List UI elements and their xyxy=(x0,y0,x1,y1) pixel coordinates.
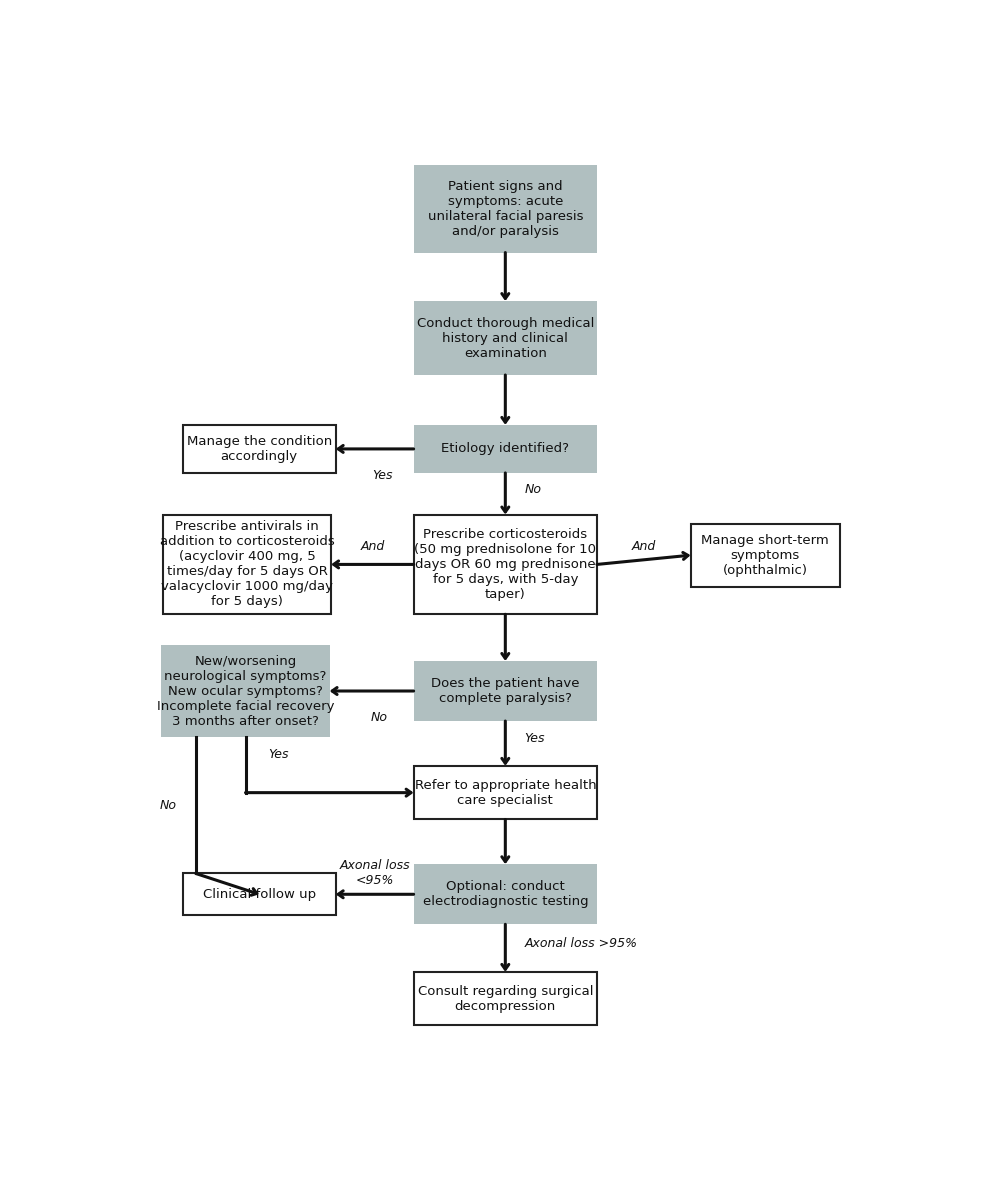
Text: Manage the condition
accordingly: Manage the condition accordingly xyxy=(186,434,332,463)
Text: Axonal loss
<95%: Axonal loss <95% xyxy=(339,859,410,887)
Bar xyxy=(163,515,331,614)
Text: New/worsening
neurological symptoms?
New ocular symptoms?
Incomplete facial reco: New/worsening neurological symptoms? New… xyxy=(157,654,334,727)
Bar xyxy=(182,425,335,473)
Text: Refer to appropriate health
care specialist: Refer to appropriate health care special… xyxy=(414,779,597,806)
Text: Manage short-term
symptoms
(ophthalmic): Manage short-term symptoms (ophthalmic) xyxy=(701,534,829,577)
Text: And: And xyxy=(360,540,385,553)
Bar xyxy=(182,874,335,916)
Text: Optional: conduct
electrodiagnostic testing: Optional: conduct electrodiagnostic test… xyxy=(423,881,588,908)
Text: Prescribe antivirals in
addition to corticosteroids
(acyclovir 400 mg, 5
times/d: Prescribe antivirals in addition to cort… xyxy=(160,521,334,608)
Text: Does the patient have
complete paralysis?: Does the patient have complete paralysis… xyxy=(431,677,580,706)
Text: And: And xyxy=(632,540,656,553)
Text: Prescribe corticosteroids
(50 mg prednisolone for 10
days OR 60 mg prednisone
fo: Prescribe corticosteroids (50 mg prednis… xyxy=(414,528,597,601)
Text: No: No xyxy=(160,799,176,812)
Bar xyxy=(414,864,598,924)
Text: Yes: Yes xyxy=(372,469,392,482)
Text: Patient signs and
symptoms: acute
unilateral facial paresis
and/or paralysis: Patient signs and symptoms: acute unilat… xyxy=(428,180,583,238)
Text: Etiology identified?: Etiology identified? xyxy=(442,443,569,456)
Text: No: No xyxy=(525,482,541,496)
Text: Clinical follow up: Clinical follow up xyxy=(203,888,316,901)
Text: No: No xyxy=(371,712,387,725)
Bar xyxy=(414,425,598,473)
Text: Yes: Yes xyxy=(268,749,289,761)
Bar xyxy=(162,644,329,737)
Bar xyxy=(414,301,598,374)
Bar xyxy=(414,164,598,252)
Text: Axonal loss >95%: Axonal loss >95% xyxy=(525,937,637,950)
Text: Yes: Yes xyxy=(525,732,545,745)
Bar xyxy=(690,523,840,587)
Text: Conduct thorough medical
history and clinical
examination: Conduct thorough medical history and cli… xyxy=(417,317,594,360)
Text: Consult regarding surgical
decompression: Consult regarding surgical decompression xyxy=(418,985,593,1013)
Bar xyxy=(414,661,598,721)
Bar xyxy=(414,515,598,614)
Bar xyxy=(414,972,598,1026)
Bar xyxy=(414,766,598,820)
